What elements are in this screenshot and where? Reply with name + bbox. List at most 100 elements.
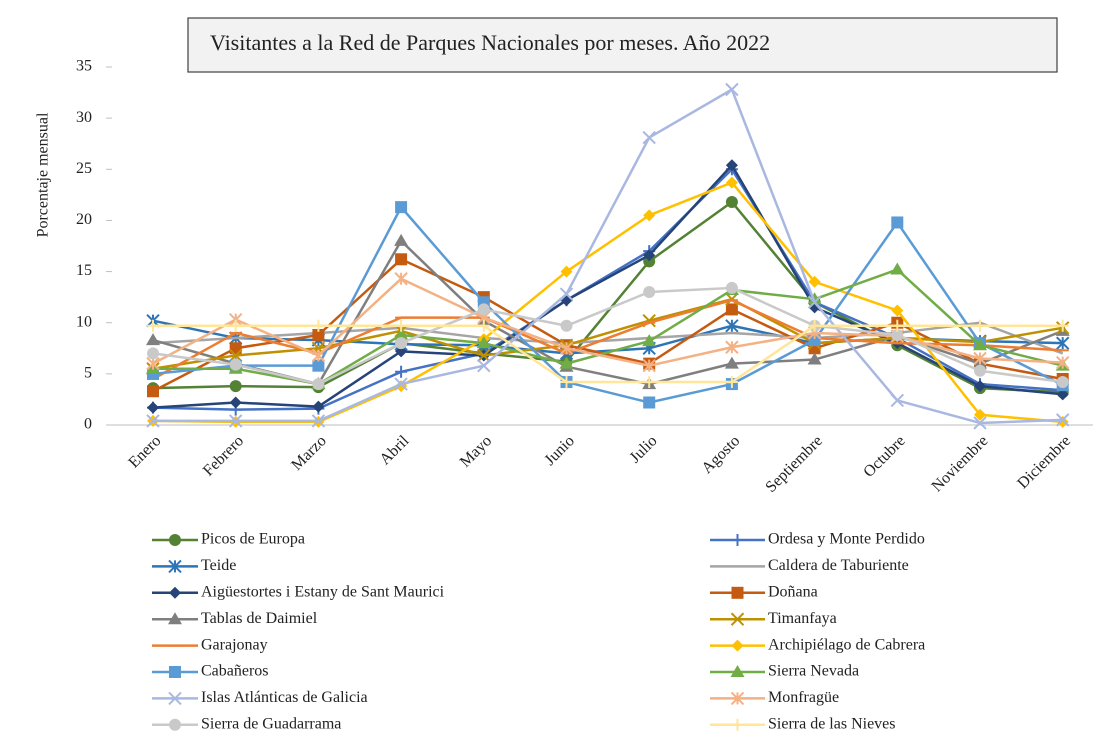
series-line <box>152 200 1063 394</box>
marker <box>229 380 242 393</box>
marker <box>1055 355 1070 370</box>
chart-title: Visitantes a la Red de Parques Nacionale… <box>210 30 770 55</box>
marker <box>228 348 243 363</box>
x-tick-label: Septiembre <box>762 432 826 496</box>
marker <box>725 159 738 172</box>
marker <box>311 348 326 363</box>
marker <box>974 380 986 393</box>
y-tick-label: 5 <box>84 365 92 382</box>
marker <box>560 265 573 278</box>
marker <box>731 586 744 599</box>
x-tick-label: Abril <box>377 432 413 468</box>
marker <box>169 718 181 731</box>
series-line <box>152 205 1064 404</box>
marker <box>974 364 986 377</box>
marker <box>725 376 738 389</box>
marker <box>168 691 182 706</box>
marker <box>395 365 408 378</box>
marker <box>1055 336 1070 350</box>
legend-label: Sierra Nevada <box>768 663 859 680</box>
marker <box>725 176 738 189</box>
legend-label: Doñana <box>768 583 818 600</box>
marker <box>312 400 325 413</box>
marker <box>643 255 656 268</box>
marker <box>395 319 408 332</box>
marker <box>146 414 160 428</box>
marker <box>146 356 160 371</box>
marker <box>168 612 182 625</box>
marker <box>559 356 574 369</box>
legend-label: Islas Atlánticas de Galicia <box>201 689 368 706</box>
marker <box>146 333 160 346</box>
marker <box>973 351 987 366</box>
marker <box>731 639 744 652</box>
marker <box>312 378 325 391</box>
legend-label: Cabañeros <box>201 663 269 680</box>
marker <box>973 338 987 351</box>
marker <box>807 352 822 365</box>
marker <box>1055 413 1070 427</box>
marker <box>725 319 739 333</box>
marker <box>228 414 243 428</box>
x-tick-label: Agosto <box>699 432 744 477</box>
marker <box>477 319 490 332</box>
marker <box>169 534 181 546</box>
marker <box>395 253 408 266</box>
marker <box>1056 319 1069 332</box>
marker <box>169 666 181 678</box>
marker <box>477 348 491 363</box>
marker <box>229 319 242 332</box>
y-tick-label: 30 <box>76 109 92 126</box>
marker <box>808 275 821 288</box>
marker <box>642 334 657 347</box>
marker <box>731 718 744 731</box>
legend-label: Picos de Europa <box>201 531 305 548</box>
y-tick-label: 20 <box>76 211 92 228</box>
marker <box>730 665 745 677</box>
marker <box>725 196 738 209</box>
marker <box>725 303 738 316</box>
marker <box>477 303 490 316</box>
x-tick-label: Febrero <box>200 432 247 479</box>
marker <box>394 377 408 391</box>
marker <box>395 201 408 214</box>
marker <box>973 416 987 430</box>
y-tick-label: 10 <box>76 313 92 330</box>
series-line <box>153 88 1063 425</box>
marker <box>725 82 739 97</box>
marker <box>559 287 574 301</box>
series-line <box>152 168 1063 411</box>
marker <box>1056 388 1069 401</box>
legend-label: Ordesa y Monte Perdido <box>768 531 925 548</box>
marker <box>147 401 159 414</box>
marker <box>394 272 408 286</box>
legend-label: Sierra de Guadarrama <box>201 715 341 732</box>
marker <box>725 281 738 294</box>
marker <box>890 393 905 408</box>
title-box <box>187 17 1058 73</box>
legend-label: Tablas de Daimiel <box>201 610 318 627</box>
series-line <box>152 321 1064 355</box>
marker <box>642 358 656 373</box>
marker <box>974 319 986 332</box>
marker <box>891 304 904 317</box>
marker <box>807 292 822 305</box>
series-line <box>152 163 1063 409</box>
marker <box>730 691 745 706</box>
marker <box>147 385 159 398</box>
marker <box>560 376 573 389</box>
marker <box>229 396 242 409</box>
marker <box>890 262 905 275</box>
x-tick-label: Noviembre <box>929 432 992 495</box>
marker <box>1056 376 1069 389</box>
legend-label: Garajonay <box>201 636 268 653</box>
y-tick-label: 15 <box>76 262 92 279</box>
marker <box>1056 415 1069 428</box>
x-tick-label: Enero <box>125 432 164 471</box>
legend-label: Sierra de las Nieves <box>768 715 896 732</box>
marker <box>312 359 325 372</box>
marker <box>730 612 745 626</box>
marker <box>395 337 408 350</box>
marker <box>725 340 739 354</box>
